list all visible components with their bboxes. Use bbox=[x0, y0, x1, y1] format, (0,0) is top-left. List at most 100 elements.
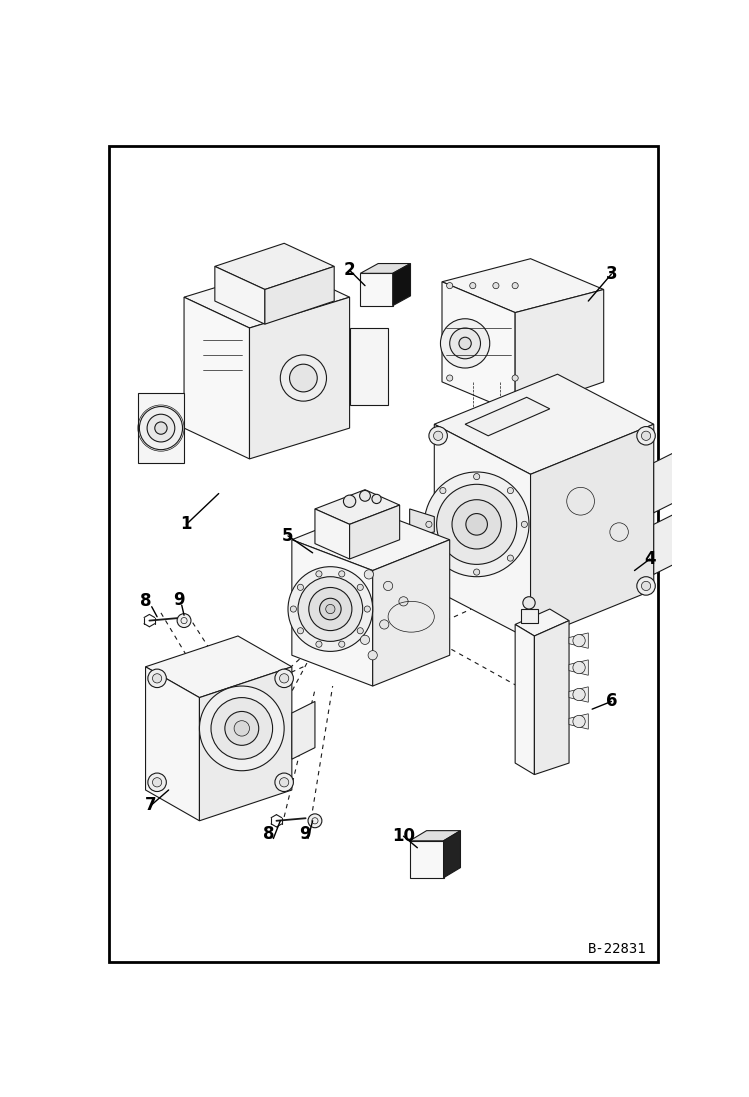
Polygon shape bbox=[184, 297, 249, 459]
Polygon shape bbox=[654, 451, 677, 512]
Circle shape bbox=[153, 778, 162, 787]
Circle shape bbox=[279, 778, 289, 787]
Circle shape bbox=[641, 581, 651, 590]
Circle shape bbox=[466, 513, 488, 535]
Circle shape bbox=[288, 567, 373, 652]
Circle shape bbox=[199, 686, 284, 771]
Text: 9: 9 bbox=[299, 825, 311, 842]
Circle shape bbox=[399, 597, 408, 606]
Circle shape bbox=[290, 364, 318, 392]
Text: 6: 6 bbox=[606, 692, 617, 711]
Text: 9: 9 bbox=[173, 591, 184, 609]
Circle shape bbox=[380, 620, 389, 629]
Circle shape bbox=[339, 570, 345, 577]
Polygon shape bbox=[515, 609, 569, 636]
Text: 8: 8 bbox=[140, 592, 151, 610]
Polygon shape bbox=[184, 267, 350, 328]
Circle shape bbox=[473, 569, 479, 575]
Text: 4: 4 bbox=[644, 550, 655, 568]
Polygon shape bbox=[442, 259, 604, 313]
Circle shape bbox=[440, 487, 446, 494]
Circle shape bbox=[507, 487, 514, 494]
Circle shape bbox=[449, 328, 481, 359]
Circle shape bbox=[153, 674, 162, 683]
Polygon shape bbox=[465, 397, 550, 436]
Polygon shape bbox=[138, 394, 184, 463]
Polygon shape bbox=[530, 425, 654, 640]
Circle shape bbox=[434, 581, 443, 590]
Circle shape bbox=[493, 283, 499, 289]
Circle shape bbox=[573, 688, 585, 701]
Circle shape bbox=[291, 606, 297, 612]
Circle shape bbox=[573, 715, 585, 727]
Circle shape bbox=[155, 422, 167, 434]
Circle shape bbox=[440, 555, 446, 562]
Polygon shape bbox=[521, 609, 539, 623]
Polygon shape bbox=[443, 830, 461, 878]
Polygon shape bbox=[410, 840, 443, 878]
Circle shape bbox=[148, 669, 166, 688]
Polygon shape bbox=[534, 621, 569, 774]
Polygon shape bbox=[199, 667, 292, 821]
Circle shape bbox=[434, 431, 443, 440]
Polygon shape bbox=[410, 509, 434, 536]
Circle shape bbox=[211, 698, 273, 759]
Circle shape bbox=[637, 427, 655, 445]
Polygon shape bbox=[434, 425, 530, 640]
Circle shape bbox=[368, 651, 377, 660]
Circle shape bbox=[316, 570, 322, 577]
Polygon shape bbox=[569, 633, 588, 648]
Polygon shape bbox=[315, 509, 350, 559]
Polygon shape bbox=[360, 273, 392, 306]
Circle shape bbox=[309, 588, 352, 631]
Circle shape bbox=[610, 523, 628, 541]
Circle shape bbox=[637, 577, 655, 596]
Circle shape bbox=[459, 337, 471, 350]
Circle shape bbox=[521, 521, 527, 528]
Circle shape bbox=[225, 712, 258, 745]
Polygon shape bbox=[292, 509, 449, 570]
Circle shape bbox=[452, 500, 501, 548]
Polygon shape bbox=[392, 263, 410, 306]
Circle shape bbox=[360, 635, 369, 644]
Circle shape bbox=[177, 613, 191, 627]
Circle shape bbox=[426, 521, 432, 528]
Polygon shape bbox=[434, 374, 654, 474]
Circle shape bbox=[440, 319, 490, 367]
Text: 5: 5 bbox=[282, 527, 294, 545]
Circle shape bbox=[280, 355, 327, 402]
Circle shape bbox=[512, 375, 518, 381]
Circle shape bbox=[148, 773, 166, 792]
Polygon shape bbox=[360, 263, 410, 273]
Circle shape bbox=[523, 597, 536, 609]
Circle shape bbox=[357, 627, 363, 634]
Text: 10: 10 bbox=[392, 827, 415, 845]
Polygon shape bbox=[350, 505, 400, 559]
Polygon shape bbox=[569, 660, 588, 676]
Circle shape bbox=[507, 555, 514, 562]
Circle shape bbox=[446, 375, 453, 381]
Polygon shape bbox=[292, 540, 373, 686]
Circle shape bbox=[372, 495, 381, 504]
Text: 3: 3 bbox=[606, 265, 617, 283]
Polygon shape bbox=[442, 282, 515, 412]
Circle shape bbox=[429, 577, 447, 596]
Circle shape bbox=[147, 415, 175, 442]
Circle shape bbox=[573, 661, 585, 674]
Text: 1: 1 bbox=[181, 516, 192, 533]
Circle shape bbox=[344, 495, 356, 508]
Circle shape bbox=[320, 598, 341, 620]
Text: 2: 2 bbox=[344, 261, 356, 280]
Text: B-22831: B-22831 bbox=[587, 941, 646, 955]
Circle shape bbox=[573, 634, 585, 647]
Polygon shape bbox=[249, 297, 350, 459]
Circle shape bbox=[446, 283, 453, 289]
Circle shape bbox=[275, 773, 294, 792]
Polygon shape bbox=[515, 624, 534, 774]
Circle shape bbox=[279, 674, 289, 683]
Polygon shape bbox=[569, 687, 588, 702]
Circle shape bbox=[473, 474, 479, 479]
Circle shape bbox=[424, 472, 529, 577]
Circle shape bbox=[139, 407, 183, 450]
Circle shape bbox=[364, 569, 374, 579]
